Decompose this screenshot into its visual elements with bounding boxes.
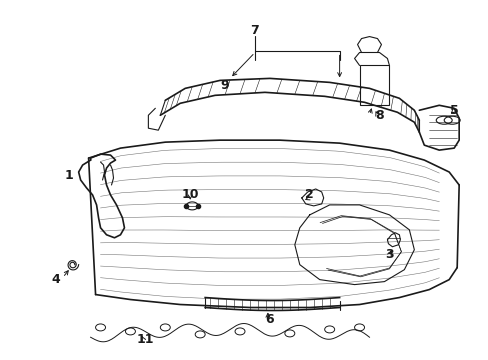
Text: 1: 1 [64,168,73,181]
Text: 5: 5 [449,104,458,117]
Bar [359,66,388,105]
Text: 10: 10 [181,188,199,202]
Text: 4: 4 [51,273,60,286]
Text: 2: 2 [305,188,313,202]
Text: 8: 8 [374,109,383,122]
Text: 9: 9 [220,79,229,92]
Text: 7: 7 [250,24,259,37]
Text: 11: 11 [136,333,154,346]
Text: 3: 3 [385,248,393,261]
Text: 6: 6 [265,313,274,326]
